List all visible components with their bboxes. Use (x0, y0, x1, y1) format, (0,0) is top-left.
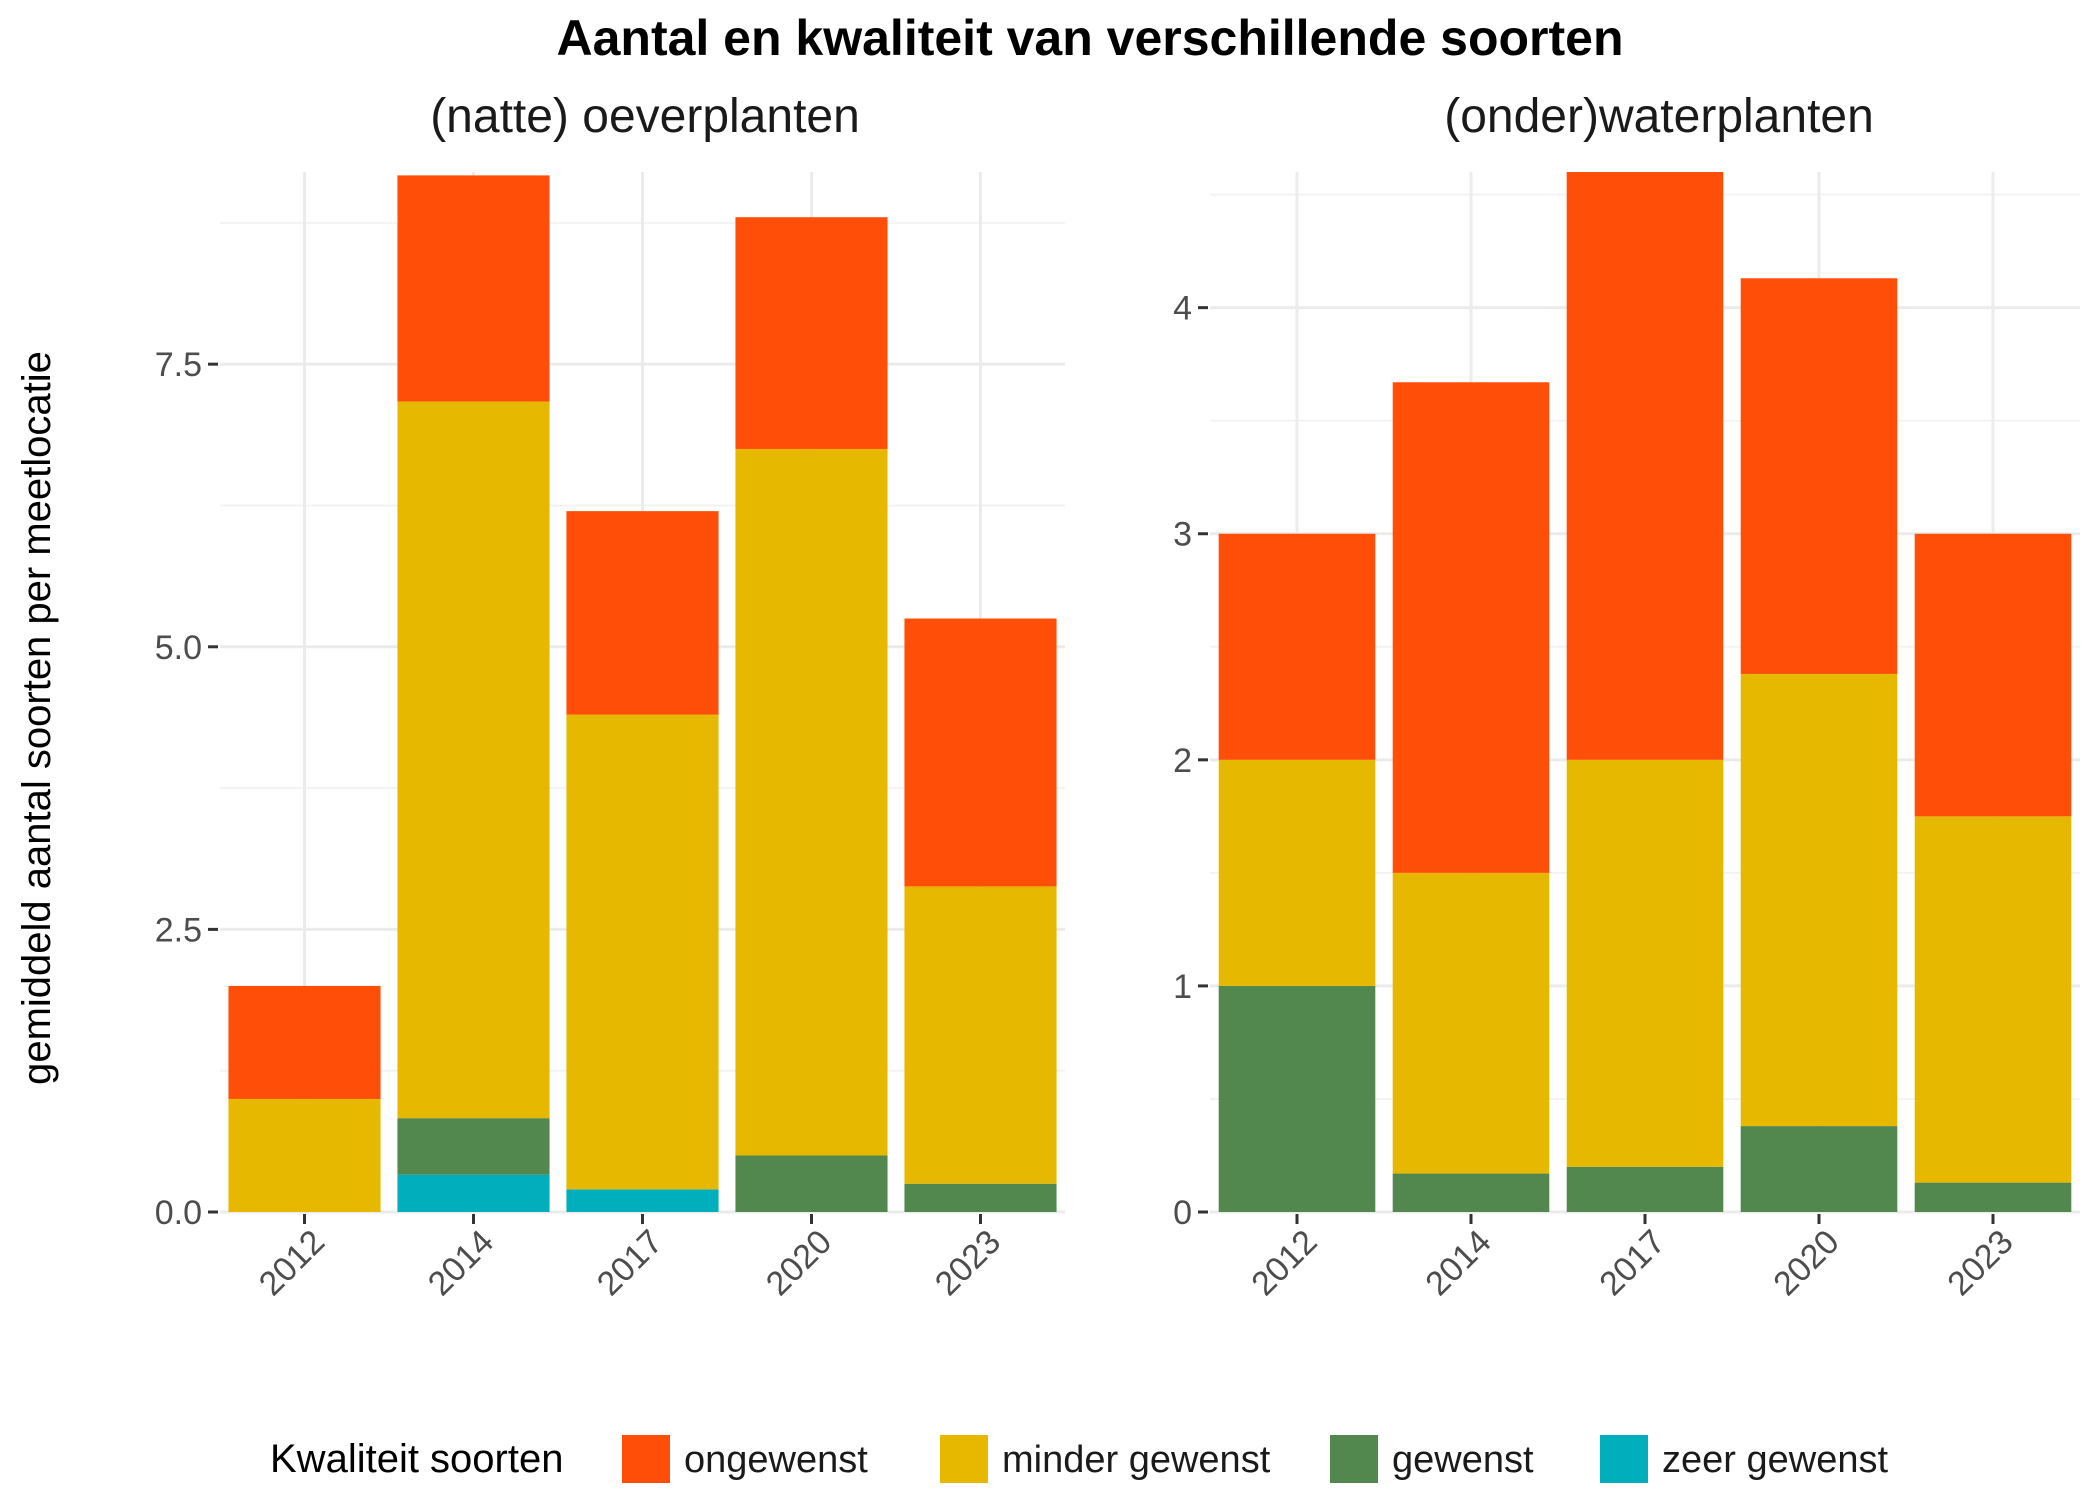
bars (228, 175, 1057, 1212)
y-tick-label: 2.5 (155, 911, 202, 949)
bar-2020-gewenst (1740, 1126, 1898, 1212)
legend-label-ongewenst: ongewenst (684, 1439, 868, 1481)
x-tick-label: 2014 (1418, 1223, 1498, 1303)
x-tick-label: 2017 (1592, 1223, 1672, 1303)
x-tick-label: 2012 (252, 1223, 332, 1303)
y-tick-label: 5.0 (155, 629, 202, 667)
bar-2020-gewenst (735, 1155, 888, 1212)
x-tick-label: 2023 (928, 1223, 1008, 1303)
x-tick-label: 2020 (759, 1223, 839, 1303)
legend-swatch-zeer-gewenst (1600, 1435, 1648, 1483)
bar-2014-minder-gewenst (1392, 872, 1550, 1174)
bar-2020-ongewenst (1740, 278, 1898, 674)
bar-2020-minder-gewenst (1740, 673, 1898, 1127)
bar-2012-ongewenst (228, 985, 381, 1099)
bar-2017-zeer-gewenst (566, 1189, 719, 1212)
bar-2020-ongewenst (735, 217, 888, 449)
bar-2014-ongewenst (1392, 382, 1550, 873)
bar-2014-minder-gewenst (397, 401, 550, 1119)
bar-2017-minder-gewenst (1566, 759, 1724, 1167)
y-tick-label: 3 (1173, 516, 1192, 554)
y-tick-label: 1 (1173, 968, 1192, 1006)
bar-2020-minder-gewenst (735, 448, 888, 1156)
bar-2023-gewenst (904, 1183, 1057, 1212)
x-tick-label: 2012 (1244, 1223, 1324, 1303)
bar-2014-ongewenst (397, 175, 550, 402)
x-tick-label: 2023 (1940, 1223, 2020, 1303)
y-tick-label: 0 (1173, 1194, 1192, 1232)
bar-2017-minder-gewenst (566, 714, 719, 1190)
bar-2014-gewenst (397, 1118, 550, 1175)
legend-swatch-minder-gewenst (940, 1435, 988, 1483)
legend-label-zeer-gewenst: zeer gewenst (1662, 1439, 1888, 1481)
legend-label-gewenst: gewenst (1392, 1439, 1534, 1481)
bar-2012-minder-gewenst (228, 1098, 381, 1212)
bar-2023-gewenst (1914, 1182, 2072, 1212)
y-tick-label: 4 (1173, 290, 1192, 328)
y-tick-label: 2 (1173, 742, 1192, 780)
bar-2017-gewenst (1566, 1166, 1724, 1212)
bar-2023-ongewenst (1914, 533, 2072, 817)
bar-2014-gewenst (1392, 1173, 1550, 1212)
bar-2023-minder-gewenst (904, 886, 1057, 1184)
legend-swatch-gewenst (1330, 1435, 1378, 1483)
x-tick-label: 2017 (590, 1223, 670, 1303)
bar-2012-ongewenst (1218, 533, 1376, 760)
panel-title-waterplanten: (onder)waterplanten (1444, 90, 1874, 143)
bar-2012-gewenst (1218, 985, 1376, 1212)
bar-2014-zeer-gewenst (397, 1174, 550, 1212)
y-tick-label: 0.0 (155, 1194, 202, 1232)
bar-2012-minder-gewenst (1218, 759, 1376, 986)
bar-2023-ongewenst (904, 618, 1057, 887)
legend-swatch-ongewenst (622, 1435, 670, 1483)
panel-waterplanten: (onder)waterplanten 0 1 2 3 4 2012 2014 2017 202… (1173, 90, 2080, 1303)
bar-2017-ongewenst (566, 511, 719, 715)
y-tick-label: 7.5 (155, 346, 202, 384)
panel-oeverplanten: (natte) oeverplanten 0.0 2.5 5.0 7.5 2012 201… (155, 90, 1065, 1303)
legend-label-minder-gewenst: minder gewenst (1002, 1439, 1271, 1481)
y-axis-label: gemiddeld aantal soorten per meetlocatie (15, 351, 59, 1085)
bar-2017-ongewenst (1566, 172, 1724, 760)
legend-title: Kwaliteit soorten (270, 1437, 563, 1481)
chart-title: Aantal en kwaliteit van verschillende so… (556, 10, 1623, 66)
legend: Kwaliteit soorten ongewenst minder gewens… (270, 1435, 1888, 1483)
x-tick-label: 2014 (421, 1223, 501, 1303)
panel-title-oeverplanten: (natte) oeverplanten (430, 90, 860, 143)
bars (1218, 172, 2072, 1212)
x-tick-label: 2020 (1766, 1223, 1846, 1303)
bar-2023-minder-gewenst (1914, 816, 2072, 1183)
